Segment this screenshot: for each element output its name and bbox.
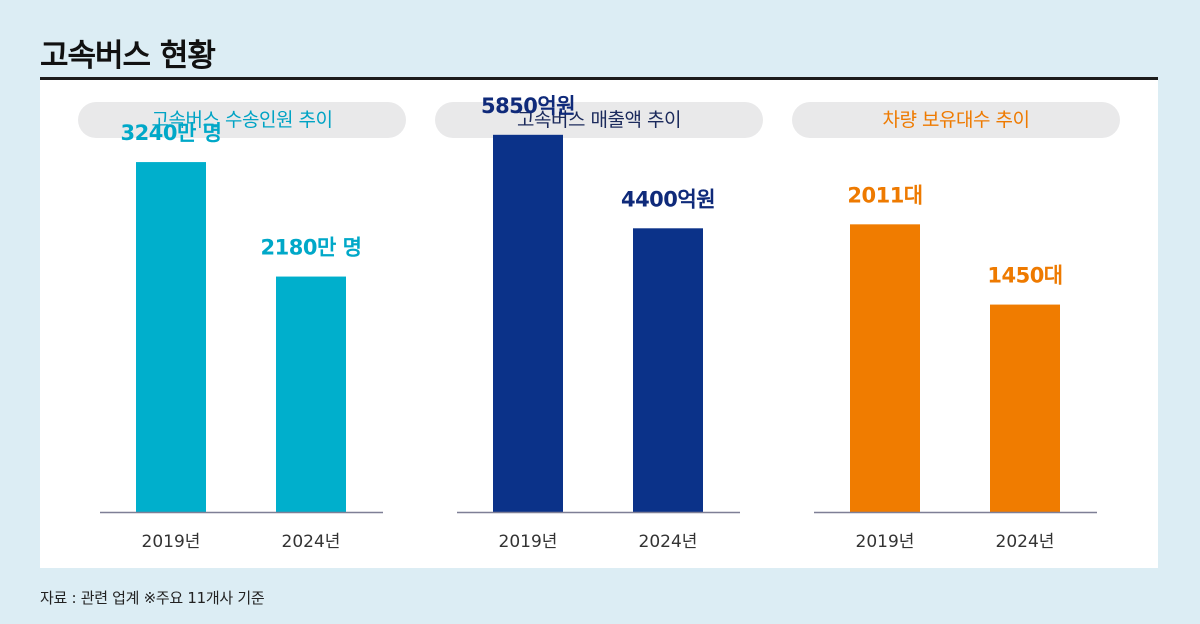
source-note: 자료 : 관련 업계 ※주요 11개사 기준 [40,589,265,607]
page-title: 고속버스 현황 [40,38,216,74]
title-divider [40,77,1158,80]
chart-title-pill: 고속버스 매출액 추이 [435,102,763,138]
chart-passengers: 고속버스 수송인원 추이 3240만 명 2019년 2180만 명 2024년 [40,80,412,568]
bar-1 [276,276,346,512]
bar-0 [850,224,920,512]
bar-1 [990,304,1060,512]
bar-0 [136,162,206,512]
bar-0 [493,134,563,512]
bar-value-label: 2180만 명 [261,236,362,260]
bar-value-label: 5850억원 [481,94,575,118]
chart-svg: 5850억원 2019년 4400억원 2024년 [457,94,740,552]
bar-value-label: 2011대 [847,183,922,207]
x-tick-label: 2019년 [856,532,915,552]
bar-value-label: 1450대 [987,264,1062,288]
x-tick-label: 2024년 [996,532,1055,552]
chart-vehicles: 차량 보유대수 추이 2011대 2019년 1450대 2024년 [754,80,1126,568]
chart-title-pill: 차량 보유대수 추이 [792,102,1120,138]
x-tick-label: 2019년 [499,532,558,552]
chart-revenue: 고속버스 매출액 추이 5850억원 2019년 4400억원 2024년 [397,80,769,568]
bar-value-label: 4400억원 [621,187,715,211]
chart-title-pill: 고속버스 수송인원 추이 [78,102,406,138]
x-tick-label: 2024년 [282,532,341,552]
bar-1 [633,228,703,512]
chart-svg: 3240만 명 2019년 2180만 명 2024년 [100,121,383,552]
charts-panel: 고속버스 수송인원 추이 3240만 명 2019년 2180만 명 2024년 고속… [40,80,1158,568]
bar-value-label: 3240만 명 [121,121,222,145]
x-tick-label: 2019년 [142,532,201,552]
chart-svg: 2011대 2019년 1450대 2024년 [814,183,1097,552]
x-tick-label: 2024년 [639,532,698,552]
